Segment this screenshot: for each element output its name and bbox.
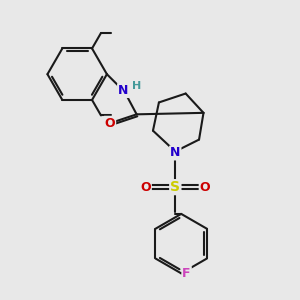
Text: H: H: [132, 81, 141, 91]
Text: S: S: [170, 180, 180, 194]
Text: O: O: [105, 117, 115, 130]
Text: O: O: [200, 181, 210, 194]
Text: N: N: [118, 84, 128, 97]
Text: F: F: [182, 267, 191, 280]
Text: N: N: [170, 146, 181, 160]
Text: O: O: [140, 181, 151, 194]
